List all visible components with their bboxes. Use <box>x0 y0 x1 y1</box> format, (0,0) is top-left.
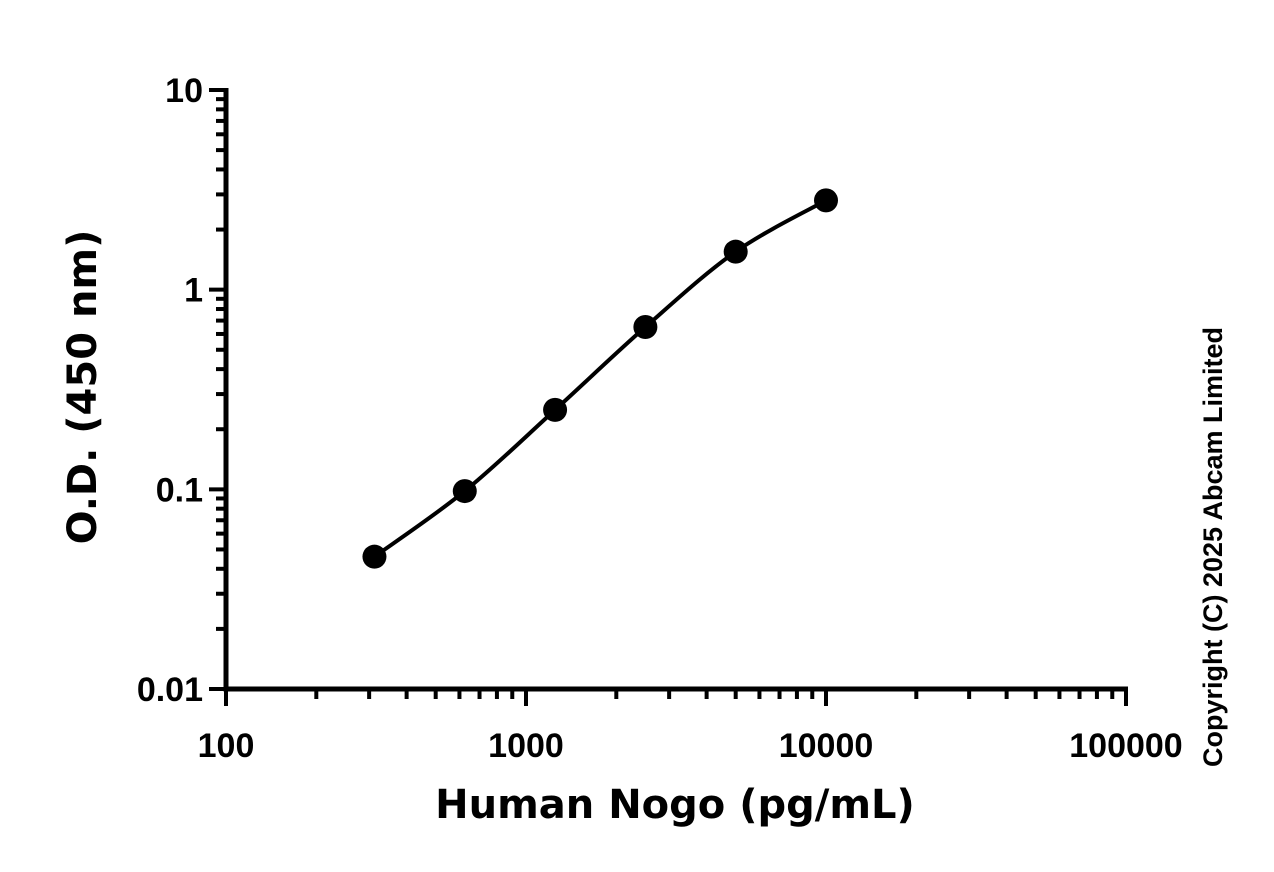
data-point <box>814 188 838 213</box>
data-point <box>362 544 387 569</box>
copyright-annotation: Copyright (C) 2025 Abcam Limited <box>1198 327 1228 767</box>
x-axis-title: Human Nogo (pg/mL) <box>435 782 915 828</box>
x-tick-label: 10000 <box>779 727 874 765</box>
x-tick-label: 100 <box>198 727 255 765</box>
data-point <box>633 315 658 340</box>
data-point <box>543 397 568 422</box>
y-tick-label: 0.01 <box>137 671 203 709</box>
y-tick-label: 1 <box>184 272 203 310</box>
fit-curve <box>373 198 827 559</box>
y-tick-label: 10 <box>165 72 203 110</box>
data-points <box>362 188 838 569</box>
data-point <box>452 479 477 504</box>
x-tick-labels: 100 1000 10000 100000 <box>198 727 1183 765</box>
x-tick-label: 1000 <box>488 727 564 765</box>
axis-ticks <box>209 88 1128 706</box>
data-point <box>723 239 748 264</box>
y-tick-label: 0.1 <box>156 471 203 509</box>
y-tick-labels: 0.01 0.1 1 10 <box>137 72 203 709</box>
x-tick-label: 100000 <box>1069 727 1182 765</box>
y-axis-title: O.D. (450 nm) <box>60 230 106 545</box>
